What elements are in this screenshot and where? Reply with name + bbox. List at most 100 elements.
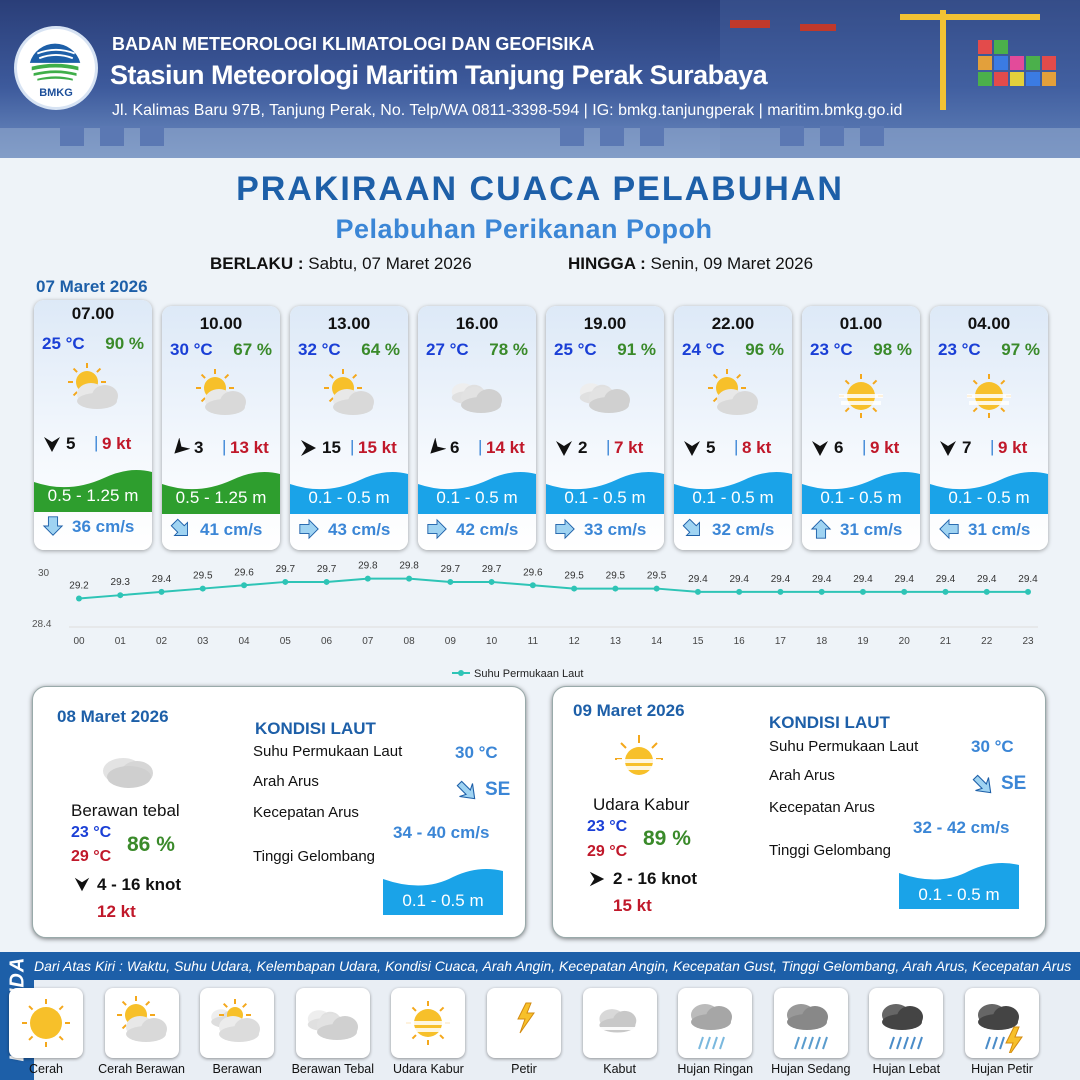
sst-data-label: 29.5 bbox=[564, 571, 584, 582]
wind-speed: 2 bbox=[578, 438, 588, 457]
hourly-card: 10.00 30 °C 67 % 3 | 13 kt 0.5 - 1.25 m … bbox=[162, 306, 280, 550]
air-temperature: 23 °C bbox=[938, 340, 981, 359]
wave-value: 0.1 - 0.5 m bbox=[402, 891, 484, 910]
berawan-icon bbox=[211, 999, 261, 1042]
hujan-lebat-icon bbox=[882, 1004, 924, 1050]
wave-height: 0.1 - 0.5 m bbox=[692, 488, 774, 507]
berawan-tebal-icon bbox=[579, 383, 630, 413]
wind-speed: 5 bbox=[66, 434, 76, 453]
air-temperature: 23 °C bbox=[810, 340, 853, 359]
separator: | bbox=[478, 437, 483, 456]
wind-speed: 3 bbox=[194, 438, 204, 457]
sst-data-label: 29.4 bbox=[812, 574, 832, 585]
x-tick-label: 12 bbox=[569, 636, 581, 647]
legend-item-label: Petir bbox=[511, 1062, 537, 1076]
sst-data-label: 29.8 bbox=[358, 561, 378, 572]
current-speed-value: 32 - 42 cm/s bbox=[913, 818, 1010, 837]
day-condition: Udara Kabur bbox=[593, 795, 690, 814]
current-speed: 31 cm/s bbox=[840, 520, 903, 539]
legend-item-label: Berawan bbox=[212, 1062, 262, 1076]
x-tick-label: 21 bbox=[940, 636, 952, 647]
legend-item-box bbox=[678, 988, 753, 1058]
legend-item-label: Cerah bbox=[28, 1062, 64, 1076]
x-tick-label: 03 bbox=[197, 636, 209, 647]
sst-data-label: 29.7 bbox=[276, 564, 296, 575]
current-arrow-southeast-icon bbox=[972, 774, 992, 794]
header-banner: BMKG BADAN METEOROLOGI KLIMATOLOGI DAN G… bbox=[0, 0, 1080, 158]
legend: LEGENDA Dari Atas Kiri : Waktu, Suhu Uda… bbox=[0, 952, 1080, 1080]
wave-shape bbox=[383, 869, 503, 915]
air-temperature: 25 °C bbox=[42, 334, 85, 353]
sst-data-point bbox=[818, 588, 825, 595]
x-tick-label: 11 bbox=[528, 636, 539, 647]
current-arrow-southeast-icon bbox=[456, 780, 476, 800]
legend-item-label: Hujan Sedang bbox=[771, 1062, 851, 1076]
sst-data-point bbox=[901, 588, 908, 595]
sst-data-label: 29.4 bbox=[977, 574, 997, 585]
x-tick-label: 00 bbox=[73, 636, 85, 647]
kabut-icon bbox=[598, 1009, 640, 1036]
x-tick-label: 06 bbox=[321, 636, 333, 647]
wave-height: 0.1 - 0.5 m bbox=[564, 488, 646, 507]
station-name: Stasiun Meteorologi Maritim Tanjung Pera… bbox=[110, 60, 768, 90]
sst-data-label: 29.4 bbox=[1018, 574, 1038, 585]
x-tick-label: 01 bbox=[115, 636, 127, 647]
wave-shape bbox=[34, 470, 152, 512]
wind-direction-icon bbox=[684, 441, 700, 456]
day-date: 08 Maret 2026 bbox=[57, 707, 169, 726]
x-tick-label: 05 bbox=[280, 636, 292, 647]
sst-chart: 30 28.4 29.2 00 29.3 01 29.4 02 29.5 03 29.6 04 29.7… bbox=[32, 561, 1038, 680]
current-speed-label: Kecepatan Arus bbox=[769, 799, 875, 816]
sst-data-label: 29.7 bbox=[482, 564, 502, 575]
separator: | bbox=[222, 437, 227, 456]
day-wind: 4 - 16 knot bbox=[97, 875, 182, 894]
day-date: 09 Maret 2026 bbox=[573, 701, 685, 720]
air-temperature: 24 °C bbox=[682, 340, 725, 359]
cerah-berawan-icon bbox=[708, 369, 758, 415]
sst-data-point bbox=[571, 585, 578, 592]
sst-data-point bbox=[323, 578, 330, 585]
gust-speed: 9 kt bbox=[102, 434, 132, 453]
wave-shape bbox=[546, 472, 664, 514]
wind-direction-icon bbox=[174, 438, 190, 454]
wave-label: Tinggi Gelombang bbox=[253, 848, 376, 865]
wave-shape bbox=[930, 472, 1048, 514]
sst-data-label: 29.4 bbox=[729, 574, 749, 585]
udara-kabur-icon bbox=[615, 735, 663, 775]
wave-shape bbox=[290, 472, 408, 514]
hourly-card: 04.00 23 °C 97 % 7 | 9 kt 0.1 - 0.5 m 31… bbox=[930, 306, 1048, 550]
current-speed: 43 cm/s bbox=[328, 520, 391, 539]
x-tick-label: 20 bbox=[899, 636, 911, 647]
x-tick-label: 10 bbox=[486, 636, 498, 647]
sea-condition-title: KONDISI LAUT bbox=[255, 719, 376, 738]
hourly-card: 16.00 27 °C 78 % 6 | 14 kt 0.1 - 0.5 m 4… bbox=[418, 306, 536, 550]
x-tick-label: 17 bbox=[775, 636, 787, 647]
udara-kabur-icon bbox=[839, 374, 883, 418]
page-title: PRAKIRAAN CUACA PELABUHAN bbox=[236, 170, 844, 208]
humidity: 98 % bbox=[873, 340, 912, 359]
current-speed: 32 cm/s bbox=[712, 520, 775, 539]
y-tick-label: 30 bbox=[38, 568, 50, 579]
separator: | bbox=[606, 437, 611, 456]
current-speed-label: Kecepatan Arus bbox=[253, 804, 359, 821]
x-tick-label: 09 bbox=[445, 636, 457, 647]
forecast-time: 01.00 bbox=[839, 314, 883, 333]
wind-speed: 6 bbox=[450, 438, 460, 457]
sst-data-label: 29.3 bbox=[111, 577, 131, 588]
x-tick-label: 08 bbox=[404, 636, 416, 647]
x-tick-label: 13 bbox=[610, 636, 622, 647]
current-direction-label: Arah Arus bbox=[769, 767, 835, 784]
crowd-illustration bbox=[0, 126, 1080, 158]
wind-direction-icon bbox=[940, 441, 956, 456]
agency-name: BADAN METEOROLOGI KLIMATOLOGI DAN GEOFIS… bbox=[112, 34, 595, 54]
day1-date: 07 Maret 2026 bbox=[36, 277, 148, 296]
wave-value: 0.1 - 0.5 m bbox=[918, 885, 1000, 904]
legend-item-label: Hujan Lebat bbox=[872, 1062, 941, 1076]
legend-items: Cerah Cerah Berawan Berawan Berawan Tebal Ud… bbox=[9, 980, 1080, 1080]
sst-data-label: 29.4 bbox=[936, 574, 956, 585]
cerah-icon bbox=[22, 999, 70, 1047]
wind-speed: 15 bbox=[322, 438, 341, 457]
wave-shape bbox=[418, 472, 536, 514]
wave-shape bbox=[802, 472, 920, 514]
wave-height: 0.1 - 0.5 m bbox=[308, 488, 390, 507]
